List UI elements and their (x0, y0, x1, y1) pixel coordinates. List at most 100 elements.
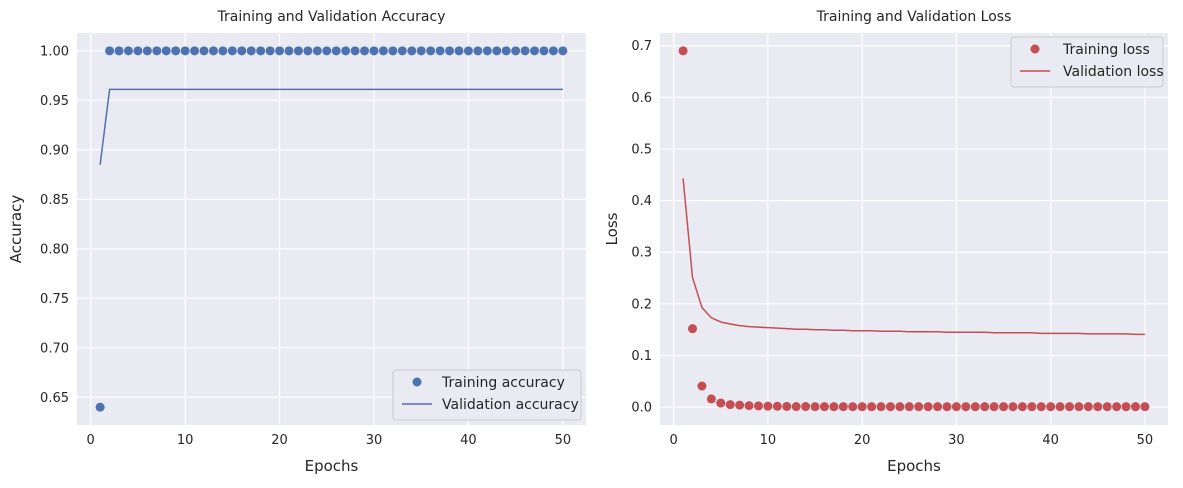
accuracy-y-tick-label: 0.90 (40, 143, 69, 158)
data-point-training-loss (1093, 402, 1103, 412)
data-point-training-accuracy (218, 46, 228, 56)
data-point-training-loss (1046, 402, 1056, 412)
data-point-training-accuracy (152, 46, 162, 56)
accuracy-legend: Training accuracy Validation accuracy (392, 369, 582, 421)
data-point-training-loss (763, 401, 773, 411)
data-point-training-accuracy (171, 46, 181, 56)
loss-series (678, 46, 1150, 412)
loss-legend-box (1010, 36, 1164, 88)
data-point-training-accuracy (123, 46, 133, 56)
data-point-training-accuracy (105, 46, 115, 56)
data-point-training-loss (753, 401, 763, 411)
data-point-training-loss (970, 402, 980, 412)
loss-x-tick-label: 50 (1137, 433, 1154, 448)
data-point-training-loss (857, 402, 867, 412)
data-point-training-loss (1055, 402, 1065, 412)
loss-x-tick-label: 10 (760, 433, 777, 448)
data-point-training-loss (1112, 402, 1122, 412)
loss-y-tick-label: 0.2 (631, 297, 652, 312)
data-point-training-loss (1074, 402, 1084, 412)
data-point-training-accuracy (284, 46, 294, 56)
loss-tick-labels: 0 10 20 30 40 50 0.0 0.1 0.2 0.3 0.4 0.5 0.6 0.7 (631, 39, 1153, 448)
data-point-training-accuracy (237, 46, 247, 56)
accuracy-x-tick-label: 30 (366, 433, 383, 448)
data-point-training-accuracy (350, 46, 360, 56)
data-point-training-accuracy (548, 46, 558, 56)
data-point-training-accuracy (407, 46, 417, 56)
accuracy-y-tick-label: 0.95 (40, 94, 69, 109)
accuracy-x-tick-label: 10 (177, 433, 194, 448)
loss-y-tick-label: 0.7 (631, 39, 652, 54)
legend-label-validation-loss: Validation loss (1063, 64, 1164, 80)
data-point-training-accuracy (539, 46, 549, 56)
data-point-training-loss (951, 402, 961, 412)
loss-y-tick-label: 0.3 (631, 246, 652, 261)
data-point-training-accuracy (114, 46, 124, 56)
accuracy-y-tick-label: 0.85 (40, 193, 69, 208)
data-point-training-accuracy (378, 46, 388, 56)
data-point-training-accuracy (369, 46, 379, 56)
data-point-training-loss (744, 401, 754, 411)
data-point-training-loss (1027, 402, 1037, 412)
loss-plot-area (660, 33, 1168, 425)
data-point-training-loss (1121, 402, 1131, 412)
data-point-training-accuracy (227, 46, 237, 56)
accuracy-x-tick-label: 0 (87, 433, 95, 448)
data-point-training-loss (688, 324, 698, 334)
data-point-training-accuracy (208, 46, 218, 56)
data-point-training-loss (1065, 402, 1075, 412)
data-point-training-accuracy (435, 46, 445, 56)
data-point-training-loss (980, 402, 990, 412)
loss-chart: 0 10 20 30 40 50 0.0 0.1 0.2 0.3 0.4 0.5 0.6 0.7 Trai… (603, 9, 1168, 475)
loss-y-tick-label: 0.6 (631, 91, 652, 106)
data-point-training-accuracy (388, 46, 398, 56)
data-point-training-loss (876, 402, 886, 412)
data-point-training-accuracy (265, 46, 275, 56)
data-point-training-accuracy (463, 46, 473, 56)
data-point-training-loss (923, 402, 933, 412)
data-point-training-accuracy (180, 46, 190, 56)
data-point-training-loss (819, 402, 829, 412)
loss-y-tick-label: 0.4 (631, 194, 652, 209)
data-point-training-loss (867, 402, 877, 412)
data-point-training-loss (961, 402, 971, 412)
accuracy-chart: 0 10 20 30 40 50 0.65 0.70 0.75 0.80 0.85 0.90 0.95 1… (7, 9, 586, 475)
data-point-training-loss (1140, 402, 1150, 412)
loss-y-axis-label: Loss (603, 212, 621, 245)
legend-marker-training-accuracy (412, 377, 422, 387)
data-point-training-loss (942, 402, 952, 412)
data-point-training-accuracy (275, 46, 285, 56)
data-point-training-loss (1017, 402, 1027, 412)
accuracy-y-tick-label: 0.80 (40, 242, 69, 257)
accuracy-x-tick-label: 40 (460, 433, 477, 448)
accuracy-x-axis-label: Epochs (305, 457, 359, 475)
data-point-training-loss (914, 402, 924, 412)
series-line-validation-loss (682, 178, 1145, 336)
loss-x-tick-label: 30 (948, 433, 965, 448)
data-point-training-loss (1008, 402, 1018, 412)
data-point-training-loss (782, 401, 792, 411)
data-point-training-loss (848, 402, 858, 412)
loss-legend: Training loss Validation loss (1010, 36, 1164, 88)
accuracy-y-tick-label: 0.70 (40, 341, 69, 356)
loss-y-tick-label: 0.5 (631, 142, 652, 157)
data-point-training-loss (810, 402, 820, 412)
legend-label-training-loss: Training loss (1062, 42, 1150, 58)
data-point-training-loss (989, 402, 999, 412)
data-point-training-loss (791, 402, 801, 412)
loss-x-axis-label: Epochs (887, 457, 941, 475)
data-point-training-accuracy (473, 46, 483, 56)
data-point-training-loss (1102, 402, 1112, 412)
legend-label-training-accuracy: Training accuracy (441, 375, 565, 391)
data-point-training-loss (1036, 402, 1046, 412)
accuracy-legend-box (392, 369, 582, 421)
data-point-training-accuracy (293, 46, 303, 56)
accuracy-tick-labels: 0 10 20 30 40 50 0.65 0.70 0.75 0.80 0.85 0.90 0.95 1… (40, 44, 571, 448)
data-point-training-accuracy (454, 46, 464, 56)
data-point-training-loss (999, 402, 1009, 412)
series-line-validation-accuracy (99, 88, 563, 165)
data-point-training-accuracy (558, 46, 568, 56)
data-point-training-accuracy (190, 46, 200, 56)
data-point-training-loss (904, 402, 914, 412)
